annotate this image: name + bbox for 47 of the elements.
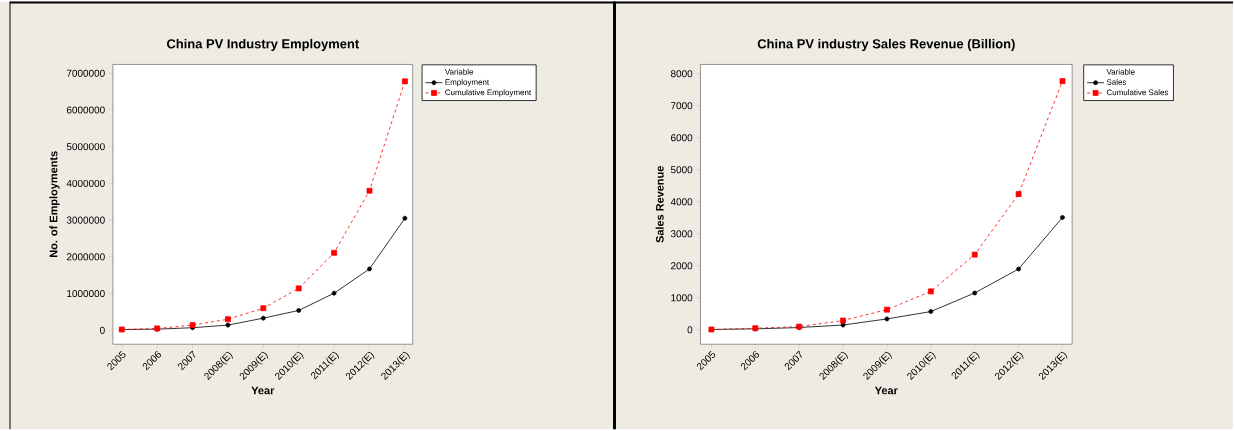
point: [928, 309, 934, 315]
point: [260, 315, 266, 321]
point: [331, 290, 337, 296]
y-tick-label: 1000000: [67, 290, 105, 298]
y-tick-label: 1000: [671, 294, 693, 302]
point: [927, 288, 934, 295]
point: [367, 266, 372, 272]
y-tick-label: 6000: [671, 134, 693, 142]
x-axis-title: Year: [874, 386, 898, 395]
y-tick-label: 7000: [671, 102, 693, 110]
y-tick-label: 5000: [670, 166, 693, 174]
y-tick-label: 5000000: [66, 143, 105, 151]
point: [840, 322, 846, 328]
y-tick-label: 0: [687, 326, 693, 334]
point: [1059, 78, 1066, 85]
y-axis-title: No. of Employments: [49, 151, 60, 258]
point: [401, 78, 408, 85]
point: [402, 216, 408, 221]
point: [295, 285, 302, 292]
y-tick-label: 7000000: [66, 69, 105, 77]
point: [331, 250, 338, 256]
point: [1016, 266, 1021, 272]
y-tick-label: 4000000: [66, 180, 105, 188]
point: [884, 316, 890, 322]
point: [972, 290, 978, 296]
y-tick-label: 6000000: [66, 106, 105, 114]
chart-title: China PV industry Sales Revenue (Billion): [757, 39, 1015, 52]
point: [971, 251, 978, 258]
point: [260, 305, 267, 312]
x-axis-title: Year: [251, 386, 275, 395]
point: [1060, 215, 1065, 221]
point: [225, 316, 231, 323]
y-tick-label: 4000: [670, 198, 693, 206]
point: [840, 317, 846, 324]
y-tick-label: 3000: [670, 230, 693, 238]
point: [884, 306, 890, 313]
y-axis-title: Sales Revenue: [655, 166, 664, 243]
point: [366, 188, 373, 194]
point: [296, 308, 302, 314]
y-tick-label: 0: [100, 326, 105, 334]
y-tick-label: 8000: [670, 70, 693, 78]
point: [1015, 191, 1022, 198]
y-tick-label: 2000000: [66, 253, 105, 261]
y-tick-label: 2000: [671, 262, 693, 270]
y-tick-label: 3000000: [66, 216, 105, 224]
point: [225, 322, 231, 328]
chart-title: China PV Industry Employment: [166, 39, 359, 52]
